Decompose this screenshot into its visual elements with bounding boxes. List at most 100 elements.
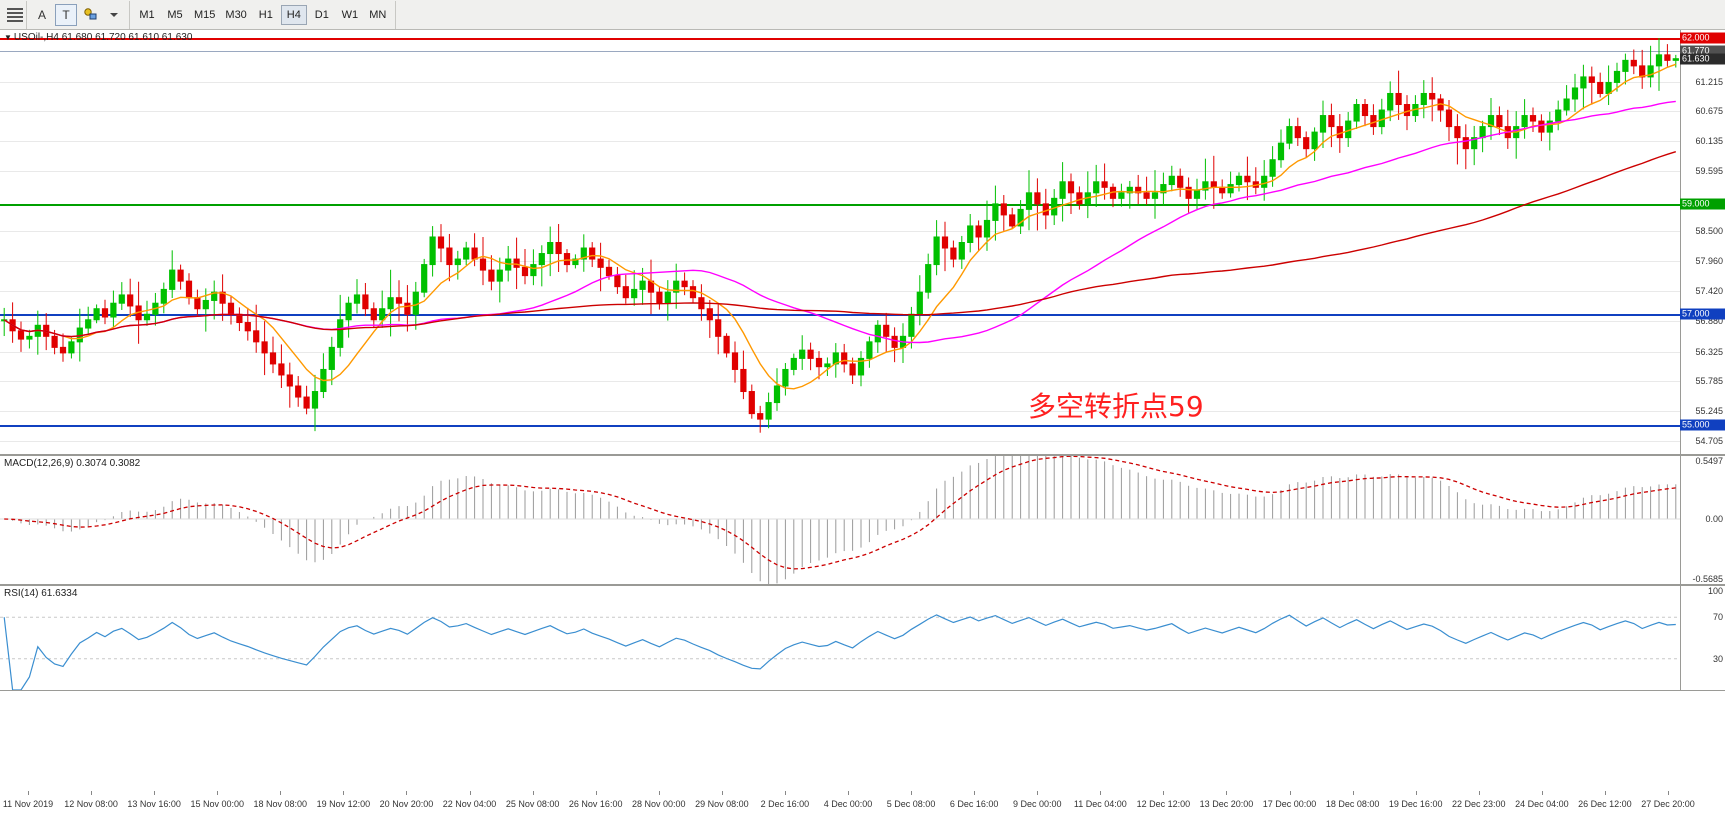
time-axis-label: 4 Dec 00:00 [823,799,873,809]
price-axis-label: 55.785 [1695,376,1723,387]
time-axis-label: 11 Dec 04:00 [1073,799,1127,809]
price-axis-label: 61.215 [1695,76,1723,87]
time-axis-label: 18 Dec 08:00 [1325,799,1380,809]
rsi-pane[interactable]: RSI(14) 61.6334 100 70 30 [0,585,1725,691]
price-gridline [0,381,1680,383]
time-axis-label: 19 Nov 12:00 [316,799,371,809]
price-gridline [0,320,1680,322]
time-axis-label: 26 Nov 16:00 [568,799,623,809]
price-gridline [0,291,1680,293]
time-axis-label: 6 Dec 16:00 [949,799,999,809]
time-axis-label: 22 Dec 23:00 [1451,799,1506,809]
price-axis-label: 54.705 [1695,435,1723,446]
price-axis-label: 57.960 [1695,256,1723,267]
time-axis-label: 15 Nov 00:00 [190,799,244,809]
rsi-y-axis[interactable]: 100 70 30 [1680,586,1725,690]
price-gridline [0,81,1680,83]
time-axis-label: 12 Dec 12:00 [1136,799,1191,809]
time-axis-label: 9 Dec 00:00 [1012,799,1062,809]
time-axis-label: 29 Nov 08:00 [695,799,749,809]
rsi-pane-title: RSI(14) 61.6334 [4,588,78,599]
timeframe-button-d1[interactable]: D1 [314,8,329,21]
price-axis-label: 56.325 [1695,346,1723,357]
text-letter-icon[interactable]: A [37,7,46,22]
macd-axis-label: 0.00 [1705,513,1723,524]
price-tag: 61.770 [1680,45,1725,57]
price-gridline [0,411,1680,413]
time-axis-label: 27 Dec 20:00 [1641,799,1695,809]
timeframe-button-h1[interactable]: H1 [258,8,273,21]
price-gridline [0,261,1680,263]
rsi-axis-label: 70 [1712,612,1723,623]
toolbar-group-tools: A T [27,0,130,29]
price-axis-label: 58.500 [1695,226,1723,237]
time-axis-label: 25 Nov 08:00 [505,799,560,809]
price-gridline [0,351,1680,353]
price-level-line [0,314,1680,317]
price-gridline [0,111,1680,113]
price-gridline [0,231,1680,233]
toolbar-group-menu [0,0,27,29]
timeframe-button-m15[interactable]: M15 [194,8,216,21]
price-y-axis[interactable]: 62.000 61.215 60.675 60.135 59.595 58.500 57.9… [1680,30,1725,454]
time-axis-label: 20 Nov 20:00 [379,799,434,809]
price-axis-label: 57.420 [1695,286,1723,297]
chevron-down-icon[interactable] [103,4,125,26]
price-pane-title: ▼ USOil-,H4 61.680 61.720 61.610 61.630 [4,32,192,43]
price-pane-title-text: USOil-,H4 61.680 61.720 61.610 61.630 [13,32,193,43]
time-axis-label: 26 Dec 12:00 [1578,799,1632,809]
time-axis-label: 2 Dec 16:00 [760,799,810,809]
price-tag: 57.000 [1680,308,1725,320]
time-axis-label: 13 Dec 20:00 [1199,799,1254,809]
time-axis-label: 28 Nov 00:00 [631,799,686,809]
timeframe-button-m1[interactable]: M1 [139,8,155,21]
candlestick-series [1,37,1679,433]
timeframe-button-m5[interactable]: M5 [167,8,183,21]
time-axis[interactable]: 11 Nov 2019 12 Nov 08:00 13 Nov 16:00 15 No… [0,791,1725,822]
collapse-triangle-icon[interactable]: ▼ [4,33,12,42]
time-axis-label: 13 Nov 16:00 [127,799,181,809]
rsi-plot[interactable] [0,586,1680,690]
rsi-axis-label: 30 [1712,653,1723,664]
price-axis-label: 55.245 [1695,406,1723,417]
text-box-label: T [62,7,70,22]
time-axis-label: 19 Dec 16:00 [1388,799,1443,809]
main-toolbar: A T M1 M5 M15 M30 H1 H4 D1 W1 MN [0,0,1725,30]
time-axis-label: 24 Dec 04:00 [1515,799,1569,809]
price-tag: 55.000 [1680,419,1725,431]
timeframe-button-m30[interactable]: M30 [225,8,247,21]
macd-axis-label: -0.5685 [1692,573,1723,584]
price-tag: 59.000 [1680,198,1725,210]
shapes-icon[interactable] [79,4,101,26]
macd-pane[interactable]: MACD(12,26,9) 0.3074 0.3082 0.5497 0.00 -0… [0,455,1725,585]
toolbar-group-timeframes: M1 M5 M15 M30 H1 H4 D1 W1 MN [130,0,396,29]
macd-pane-title: MACD(12,26,9) 0.3074 0.3082 [4,458,141,469]
timeframe-button-mn[interactable]: MN [369,8,387,21]
price-pane[interactable]: ▼ USOil-,H4 61.680 61.720 61.610 61.630 6… [0,30,1725,455]
time-axis-label: 22 Nov 04:00 [442,799,497,809]
macd-axis-label: 0.5497 [1695,456,1723,467]
price-axis-label: 56.880 [1695,315,1723,326]
price-level-line [0,203,1680,206]
macd-y-axis[interactable]: 0.5497 0.00 -0.5685 [1680,456,1725,584]
price-axis-label: 60.135 [1695,136,1723,147]
price-gridline [0,141,1680,143]
chart-area[interactable]: ▼ USOil-,H4 61.680 61.720 61.610 61.630 6… [0,30,1725,822]
price-axis-label: 60.675 [1695,106,1723,117]
macd-series [0,456,1680,584]
text-box-icon[interactable]: T [55,3,77,26]
time-axis-label: 12 Nov 08:00 [64,799,118,809]
macd-plot[interactable] [0,456,1680,584]
price-plot[interactable] [0,30,1680,454]
price-gridline [0,440,1680,442]
price-level-line [0,50,1680,52]
menu-icon[interactable] [7,7,23,22]
timeframe-button-h4[interactable]: H4 [280,4,307,25]
time-axis-label: 17 Dec 00:00 [1262,799,1317,809]
rsi-axis-label: 100 [1707,586,1723,596]
price-level-line [0,38,1680,41]
price-axis-label: 59.595 [1695,166,1723,177]
chart-annotation: 多空转折点59 [1028,390,1204,423]
timeframe-button-w1[interactable]: W1 [341,8,359,21]
